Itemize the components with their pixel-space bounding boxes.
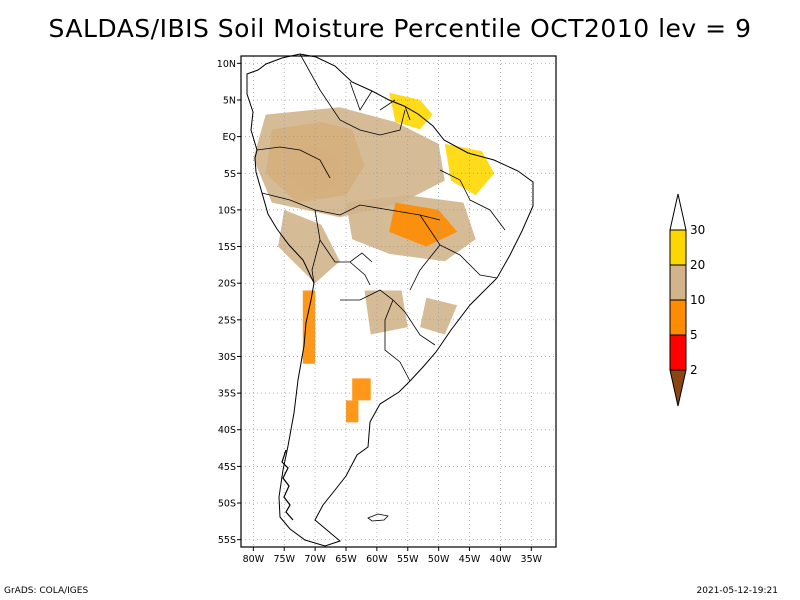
lon-tick-label: 55W <box>397 554 419 565</box>
region-pampa-south-orange <box>346 400 359 423</box>
lon-tick-label: 70W <box>304 554 326 565</box>
graticule <box>241 56 556 547</box>
colorbar-label: 5 <box>690 328 698 342</box>
lon-tick-label: 50W <box>428 554 450 565</box>
chile-fjords <box>281 449 294 521</box>
region-chile-orange <box>302 290 316 364</box>
lat-tick-label: 45S <box>218 462 236 473</box>
region-pampa-orange <box>352 378 371 401</box>
lat-tick-label: 50S <box>218 499 236 510</box>
footer-credit: GrADS: COLA/IGES <box>4 586 89 596</box>
colorbar-label: 20 <box>690 258 705 272</box>
country-borders <box>256 53 506 382</box>
colorbar-segment <box>669 264 687 301</box>
region-northeast-yellow <box>444 143 495 196</box>
chart-title: SALDAS/IBIS Soil Moisture Percentile OCT… <box>48 14 752 43</box>
map-axes: 10N 5N EQ 5S 10S 15S 20S 25S 30S 35S 40S 45S 50S 55S 8… <box>217 55 557 565</box>
colorbar-label: 10 <box>690 293 705 307</box>
lat-tick-label: 35S <box>218 389 236 400</box>
falkland-islands <box>367 513 389 522</box>
lon-tick-label: 45W <box>459 554 481 565</box>
lat-tick-label: 25S <box>218 315 236 326</box>
colorbar-top-arrow <box>669 193 687 231</box>
colorbar-bottom-arrow <box>669 369 687 407</box>
lat-tick-label: 10N <box>217 59 236 70</box>
lat-tick-label: 30S <box>218 352 236 363</box>
coastline-layer <box>246 53 534 547</box>
lat-tick-label: 5N <box>223 95 236 106</box>
lon-tick-label: 35W <box>521 554 543 565</box>
lat-tick-label: 40S <box>218 425 236 436</box>
lat-tick-label: EQ <box>223 132 236 143</box>
footer-timestamp: 2021-05-12-19:21 <box>696 586 779 596</box>
region-andes-tan <box>278 209 340 284</box>
region-central-orange <box>389 202 458 247</box>
colorbar-legend: 2 5 10 20 30 <box>669 193 705 407</box>
lon-tick-label: 75W <box>273 554 295 565</box>
region-guiana-yellow <box>389 92 433 130</box>
map-frame <box>240 55 557 548</box>
lon-tick-label: 60W <box>366 554 388 565</box>
region-amazon-central-tan <box>253 107 445 218</box>
lat-tick-label: 55S <box>218 535 236 546</box>
lat-tick-label: 20S <box>218 279 236 290</box>
percentile-shading-layer <box>253 92 495 423</box>
lon-tick-label: 80W <box>243 554 265 565</box>
colorbar-segment <box>669 334 687 371</box>
lon-tick-label: 65W <box>335 554 357 565</box>
south-america-outline <box>246 53 534 547</box>
lat-tick-label: 5S <box>224 169 236 180</box>
lat-tick-label: 10S <box>218 205 236 216</box>
colorbar-label: 30 <box>690 223 705 237</box>
lon-tick-label: 40W <box>490 554 512 565</box>
region-paraguay-tan <box>364 290 408 335</box>
lat-tick-label: 15S <box>218 242 236 253</box>
colorbar-segment <box>669 229 687 266</box>
colorbar-label: 2 <box>690 363 698 377</box>
colorbar-segment <box>669 299 687 336</box>
